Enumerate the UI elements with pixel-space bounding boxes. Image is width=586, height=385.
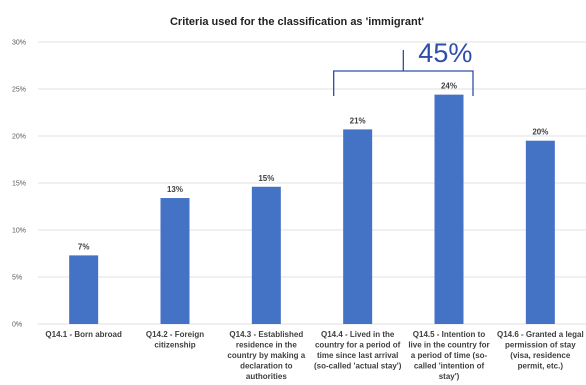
y-tick-label: 15% xyxy=(12,181,26,188)
y-tick-label: 20% xyxy=(12,134,26,141)
y-tick-label: 10% xyxy=(12,228,26,235)
x-tick-label: Q14.4 - Lived in the country for a period… xyxy=(314,330,402,371)
data-label: 20% xyxy=(532,128,548,137)
x-tick-label: Q14.3 - Established residence in the count… xyxy=(227,330,305,381)
x-tick-label: Q14.2 - Foreign citizenship xyxy=(146,330,204,350)
bars xyxy=(69,94,555,324)
y-tick-label: 0% xyxy=(12,322,22,329)
chart-title: Criteria used for the classification as … xyxy=(170,16,424,28)
bar xyxy=(69,255,99,324)
annotation-bracket xyxy=(333,50,474,96)
data-label: 15% xyxy=(258,174,274,183)
x-tick-label: Q14.5 - Intention to live in the country … xyxy=(408,330,489,381)
annotation-label: 45% xyxy=(418,38,472,68)
gridlines xyxy=(38,41,586,325)
y-tick-label: 25% xyxy=(12,87,26,94)
data-label: 13% xyxy=(167,185,183,194)
y-axis-ticks: 0% 5% 10% 15% 20% 25% 30% xyxy=(12,40,26,329)
x-axis-labels: Q14.1 - Born abroad Q14.2 - Foreign citize… xyxy=(45,330,583,381)
x-tick-label: Q14.1 - Born abroad xyxy=(45,330,122,339)
bar xyxy=(251,186,281,324)
bar xyxy=(160,198,190,324)
bar xyxy=(343,129,373,324)
y-tick-label: 30% xyxy=(12,40,26,47)
bar xyxy=(434,94,464,324)
data-label: 24% xyxy=(441,82,457,91)
bar xyxy=(525,140,555,324)
data-label: 21% xyxy=(350,116,366,125)
y-tick-label: 5% xyxy=(12,275,22,282)
data-labels: 7% 13% 15% 21% 24% 20% xyxy=(78,82,548,252)
data-label: 7% xyxy=(78,242,90,251)
annotation-bracket-group: 45% xyxy=(333,38,474,96)
x-tick-label: Q14.6 - Granted a legal permission of sta… xyxy=(497,330,584,371)
